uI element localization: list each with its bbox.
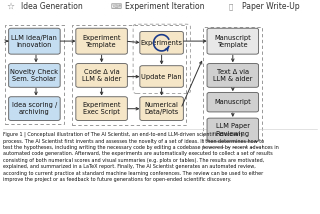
Text: Manuscript
Template: Manuscript Template xyxy=(214,35,251,48)
Text: Figure 1 | Conceptual illustration of The AI Scientist, an end-to-end LLM-driven: Figure 1 | Conceptual illustration of Th… xyxy=(3,132,279,182)
FancyBboxPatch shape xyxy=(207,118,259,142)
Text: Idea Generation: Idea Generation xyxy=(21,2,83,11)
FancyBboxPatch shape xyxy=(207,92,259,112)
Text: Idea scoring /
archiving: Idea scoring / archiving xyxy=(12,102,57,115)
Text: Experiments: Experiments xyxy=(140,40,183,46)
FancyBboxPatch shape xyxy=(207,28,259,54)
FancyBboxPatch shape xyxy=(76,28,127,54)
FancyBboxPatch shape xyxy=(9,28,60,54)
Text: Numerical
Data/Plots: Numerical Data/Plots xyxy=(144,102,179,115)
Text: Update Plan: Update Plan xyxy=(141,73,182,80)
Text: Text Δ via
LLM & aider: Text Δ via LLM & aider xyxy=(213,69,252,82)
Text: 📄: 📄 xyxy=(229,3,233,10)
Text: LLM Paper
Reviewing: LLM Paper Reviewing xyxy=(216,123,250,137)
FancyBboxPatch shape xyxy=(207,64,259,87)
Text: LLM Idea/Plan
Innovation: LLM Idea/Plan Innovation xyxy=(12,35,57,48)
Text: Novelty Check
Sem. Scholar: Novelty Check Sem. Scholar xyxy=(10,69,58,82)
Text: ☆: ☆ xyxy=(6,2,14,11)
Text: Paper Write-Up: Paper Write-Up xyxy=(242,2,299,11)
Text: Experiment
Exec Script: Experiment Exec Script xyxy=(82,102,121,115)
Text: Manuscript: Manuscript xyxy=(214,99,251,105)
Text: Experiment
Template: Experiment Template xyxy=(82,35,121,48)
Bar xyxy=(72,25,186,125)
FancyBboxPatch shape xyxy=(9,64,60,87)
FancyBboxPatch shape xyxy=(9,97,60,120)
FancyBboxPatch shape xyxy=(140,97,183,120)
Text: ⌨: ⌨ xyxy=(110,2,121,11)
FancyBboxPatch shape xyxy=(76,97,127,120)
Text: Experiment Iteration: Experiment Iteration xyxy=(125,2,204,11)
FancyBboxPatch shape xyxy=(76,64,127,87)
Bar xyxy=(203,27,262,147)
Bar xyxy=(5,25,64,124)
FancyBboxPatch shape xyxy=(140,31,183,54)
FancyBboxPatch shape xyxy=(140,66,183,87)
Text: Code Δ via
LLM & aider: Code Δ via LLM & aider xyxy=(82,69,121,82)
